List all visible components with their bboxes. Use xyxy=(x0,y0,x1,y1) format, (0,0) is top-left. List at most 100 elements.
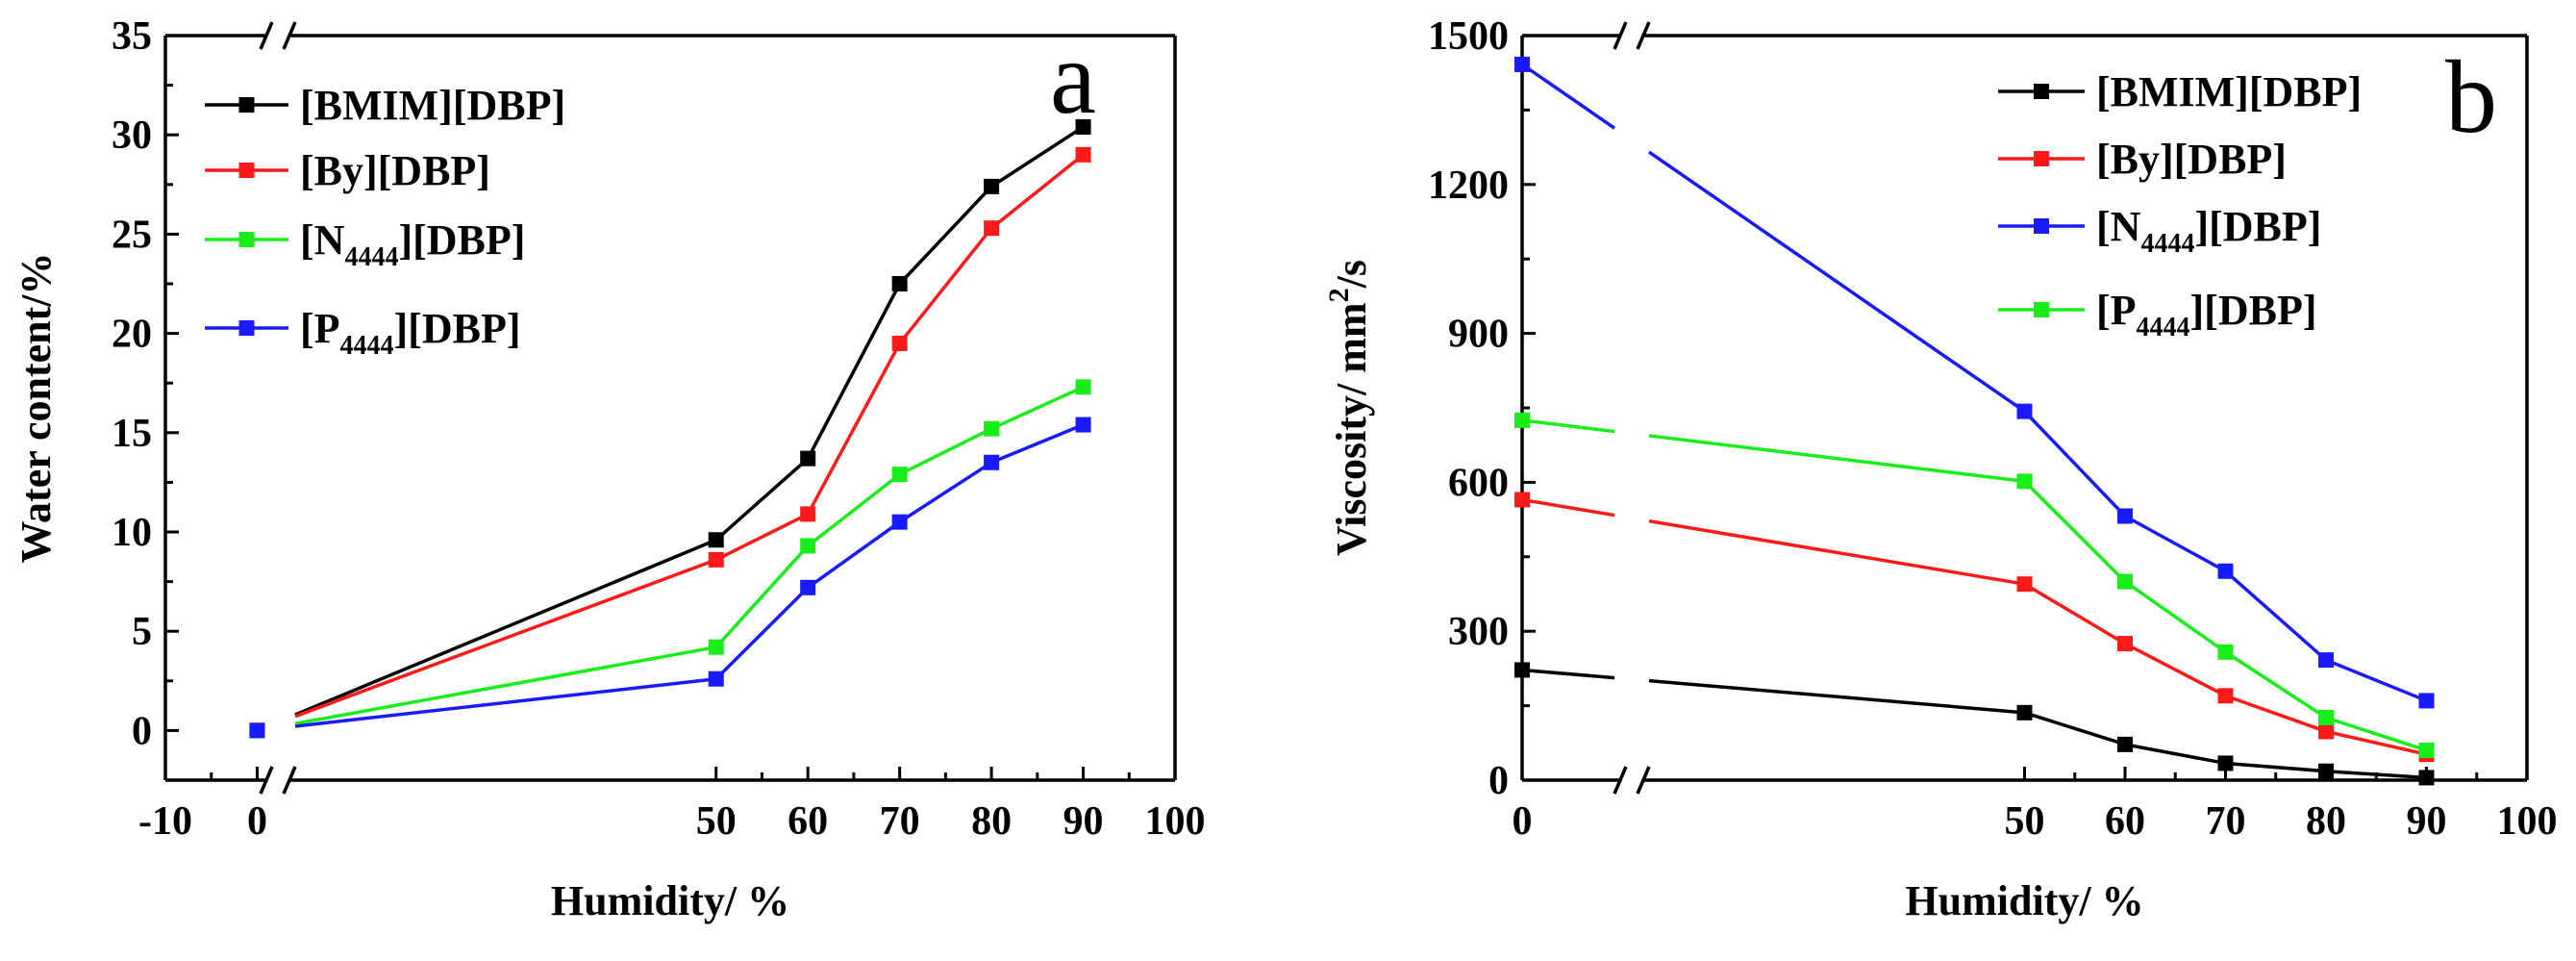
series-line-segment xyxy=(2224,569,2328,662)
data-point-marker xyxy=(2418,743,2435,759)
x-tick-label: 100 xyxy=(2497,799,2558,844)
x-tick-label: 70 xyxy=(880,799,920,844)
data-point-marker xyxy=(1075,146,1091,163)
series-line-segment xyxy=(714,457,810,542)
x-tick-label: 50 xyxy=(696,799,737,844)
series-line-segment xyxy=(898,427,992,476)
data-point-marker xyxy=(2217,644,2234,660)
series-line-segment xyxy=(806,342,902,516)
legend-label-tail: ][DBP] xyxy=(2194,203,2321,250)
series-line-segment xyxy=(1648,150,2026,414)
legend-label-tail: ][DBP] xyxy=(2190,287,2317,334)
series-line-segment xyxy=(2023,410,2127,518)
legend-label: [P4444][DBP] xyxy=(300,305,521,361)
y-tick-label: 25 xyxy=(112,213,152,257)
series-line-segment xyxy=(2023,480,2127,583)
legend-marker xyxy=(2034,302,2049,317)
series-line-segment xyxy=(989,153,1085,230)
series-line-segment xyxy=(2124,642,2227,697)
data-point-marker xyxy=(2117,573,2133,590)
data-point-marker xyxy=(2418,693,2435,709)
legend-marker xyxy=(2034,84,2049,99)
y-tick-label: 20 xyxy=(112,313,152,357)
series-line-segment xyxy=(2225,761,2327,773)
series-line-segment xyxy=(2124,514,2227,573)
panel-label: b xyxy=(2445,40,2497,155)
data-point-marker xyxy=(984,178,1000,194)
series-line-segment xyxy=(990,125,1085,189)
x-tick-label: -10 xyxy=(138,799,192,844)
legend-marker xyxy=(238,320,255,336)
data-point-marker xyxy=(800,538,816,554)
series-line-segment xyxy=(1648,434,2025,484)
y-axis-title: Viscosity/ mm2/s xyxy=(1323,260,1375,556)
series-line-segment xyxy=(714,544,810,648)
legend-marker xyxy=(238,163,255,178)
x-tick-label: 90 xyxy=(2407,799,2447,844)
legend-label-sub: 4444 xyxy=(2140,229,2194,259)
y-tick-label: 0 xyxy=(1488,759,1509,803)
x-axis-title: Humidity/ % xyxy=(551,877,789,924)
y-tick-label: 1200 xyxy=(1428,164,1509,208)
axis-break-gap xyxy=(266,776,289,784)
x-tick-label: 50 xyxy=(2005,799,2045,844)
data-point-marker xyxy=(2016,704,2033,721)
data-point-marker xyxy=(2016,576,2033,593)
axis-break-slash xyxy=(259,766,274,795)
legend-label-main: [By][DBP] xyxy=(2096,136,2287,183)
y-axis-title-sup: 2 xyxy=(1323,288,1355,302)
series-line-segment xyxy=(2023,711,2126,746)
series-line-segment xyxy=(2023,582,2126,645)
x-tick-label: 80 xyxy=(2306,799,2346,844)
series-line-segment xyxy=(990,385,1085,431)
axis-break-slash xyxy=(1636,21,1651,50)
legend-label: [BMIM][DBP] xyxy=(300,82,565,129)
legend-marker xyxy=(238,232,255,247)
series-line-segment xyxy=(1521,63,1615,130)
data-point-marker xyxy=(708,639,724,655)
series-line-segment xyxy=(294,538,717,717)
axis-break-slash xyxy=(1613,21,1628,50)
data-point-marker xyxy=(2217,563,2234,579)
series-line-segment xyxy=(714,586,810,680)
series-line-segment xyxy=(990,422,1085,465)
y-tick-label: 0 xyxy=(132,709,152,753)
series-line-segment xyxy=(1521,418,1615,434)
data-point-marker xyxy=(1514,412,1530,428)
series-line-segment xyxy=(294,676,716,728)
legend-label-main: [N xyxy=(2096,203,2141,250)
series-line-segment xyxy=(1521,497,1615,518)
legend-marker xyxy=(2034,151,2049,166)
series-line-segment xyxy=(2124,743,2226,766)
panel-label: a xyxy=(1050,21,1096,136)
series-line-segment xyxy=(294,645,717,725)
axis-break-slash xyxy=(1636,766,1651,795)
axis-break-slash xyxy=(282,766,297,795)
x-axis-title: Humidity/ % xyxy=(1905,877,2143,924)
data-point-marker xyxy=(800,579,816,595)
legend-label-main: [By][DBP] xyxy=(300,147,490,194)
legend-label-main: [BMIM][DBP] xyxy=(2096,68,2362,115)
legend-label-tail: ][DBP] xyxy=(394,305,521,352)
data-point-marker xyxy=(891,276,908,291)
series-line-segment xyxy=(1648,678,2025,715)
series-line-segment xyxy=(2325,769,2427,780)
legend-label: [N4444][DBP] xyxy=(300,216,525,272)
legend-label: [N4444][DBP] xyxy=(2096,203,2321,259)
x-tick-label: 100 xyxy=(1145,799,1206,844)
data-point-marker xyxy=(2117,736,2133,752)
data-point-marker xyxy=(2217,688,2234,704)
y-tick-label: 35 xyxy=(112,14,152,59)
series-line-segment xyxy=(898,185,993,286)
data-point-marker xyxy=(2016,473,2033,490)
x-tick-label: 60 xyxy=(2105,799,2145,844)
axis-break-gap xyxy=(1620,776,1643,784)
series-line-segment xyxy=(2325,729,2427,756)
data-point-marker xyxy=(1514,662,1530,678)
y-tick-label: 5 xyxy=(132,610,152,654)
axis-break-slash xyxy=(282,21,297,50)
legend-label-main: [P xyxy=(300,305,340,352)
data-point-marker xyxy=(2318,763,2334,779)
data-point-marker xyxy=(2217,755,2234,771)
axis-break-gap xyxy=(266,32,289,39)
